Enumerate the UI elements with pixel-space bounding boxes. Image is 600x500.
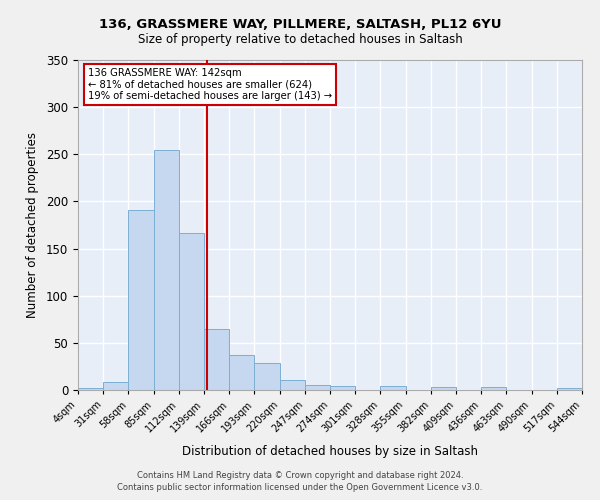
Bar [179,232,204,390]
Bar [330,386,355,390]
Bar [380,386,406,390]
X-axis label: Distribution of detached houses by size in Saltash: Distribution of detached houses by size … [182,445,478,458]
Text: Contains HM Land Registry data © Crown copyright and database right 2024.
Contai: Contains HM Land Registry data © Crown c… [118,471,482,492]
Text: 136 GRASSMERE WAY: 142sqm
← 81% of detached houses are smaller (624)
19% of semi: 136 GRASSMERE WAY: 142sqm ← 81% of detac… [88,68,332,102]
Bar [204,328,229,390]
Bar [229,355,254,390]
Bar [103,382,128,390]
Bar [557,388,582,390]
Bar [481,387,506,390]
Bar [431,387,456,390]
Bar [305,386,330,390]
Text: 136, GRASSMERE WAY, PILLMERE, SALTASH, PL12 6YU: 136, GRASSMERE WAY, PILLMERE, SALTASH, P… [99,18,501,30]
Bar [254,362,280,390]
Y-axis label: Number of detached properties: Number of detached properties [26,132,39,318]
Text: Size of property relative to detached houses in Saltash: Size of property relative to detached ho… [137,32,463,46]
Bar [280,380,305,390]
Bar [78,388,103,390]
Bar [128,210,154,390]
Bar [154,150,179,390]
